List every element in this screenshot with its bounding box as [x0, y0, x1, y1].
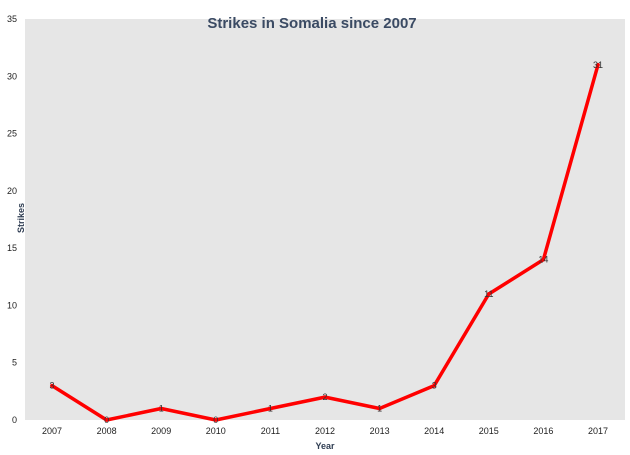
x-tick-label: 2017 — [588, 426, 608, 436]
data-point — [487, 292, 491, 296]
x-tick-label: 2011 — [261, 426, 280, 436]
data-label: 3 — [432, 381, 437, 391]
x-tick-label: 2008 — [97, 426, 117, 436]
data-label: 2 — [322, 392, 327, 402]
data-label: 31 — [593, 60, 603, 70]
plot-area — [25, 19, 625, 420]
data-label: 3 — [49, 381, 54, 391]
data-label: 0 — [213, 415, 218, 425]
data-point — [596, 63, 600, 67]
x-tick-label: 2009 — [151, 426, 171, 436]
y-axis-title: Strikes — [16, 203, 26, 233]
x-tick-label: 2014 — [424, 426, 444, 436]
x-axis-title: Year — [315, 441, 335, 451]
y-tick-label: 20 — [7, 186, 17, 196]
data-label: 1 — [159, 404, 164, 414]
x-axis: 2007 2008 2009 2010 2011 2012 2013 2014 2015 2016… — [42, 426, 608, 436]
data-point — [268, 406, 273, 411]
x-tick-label: 2007 — [42, 426, 62, 436]
y-tick-label: 0 — [12, 415, 17, 425]
y-tick-label: 35 — [7, 14, 17, 24]
y-tick-label: 5 — [12, 358, 17, 368]
data-points — [50, 63, 600, 422]
y-axis: 0 5 10 15 20 25 30 35 — [7, 14, 17, 425]
data-point — [50, 383, 54, 388]
x-tick-label: 2013 — [370, 426, 390, 436]
data-point — [432, 383, 437, 388]
x-tick-label: 2016 — [533, 426, 553, 436]
data-label: 0 — [104, 415, 109, 425]
data-point — [214, 418, 218, 422]
x-tick-label: 2012 — [315, 426, 335, 436]
data-point — [377, 406, 382, 411]
data-point — [159, 406, 163, 411]
chart-title: Strikes in Somalia since 2007 — [207, 15, 416, 32]
y-tick-label: 25 — [7, 129, 17, 139]
y-tick-label: 30 — [7, 71, 17, 81]
data-labels: 3 0 1 0 1 2 1 3 11 14 31 — [49, 60, 603, 425]
y-tick-label: 15 — [7, 243, 17, 253]
y-tick-label: 10 — [7, 300, 17, 310]
data-label: 11 — [484, 289, 493, 299]
data-point — [104, 418, 109, 422]
x-tick-label: 2015 — [479, 426, 499, 436]
data-point — [541, 257, 546, 262]
x-tick-label: 2010 — [206, 426, 226, 436]
data-point — [323, 395, 327, 399]
data-label: 14 — [538, 255, 548, 265]
data-label: 1 — [377, 404, 382, 414]
data-label: 1 — [268, 404, 273, 414]
